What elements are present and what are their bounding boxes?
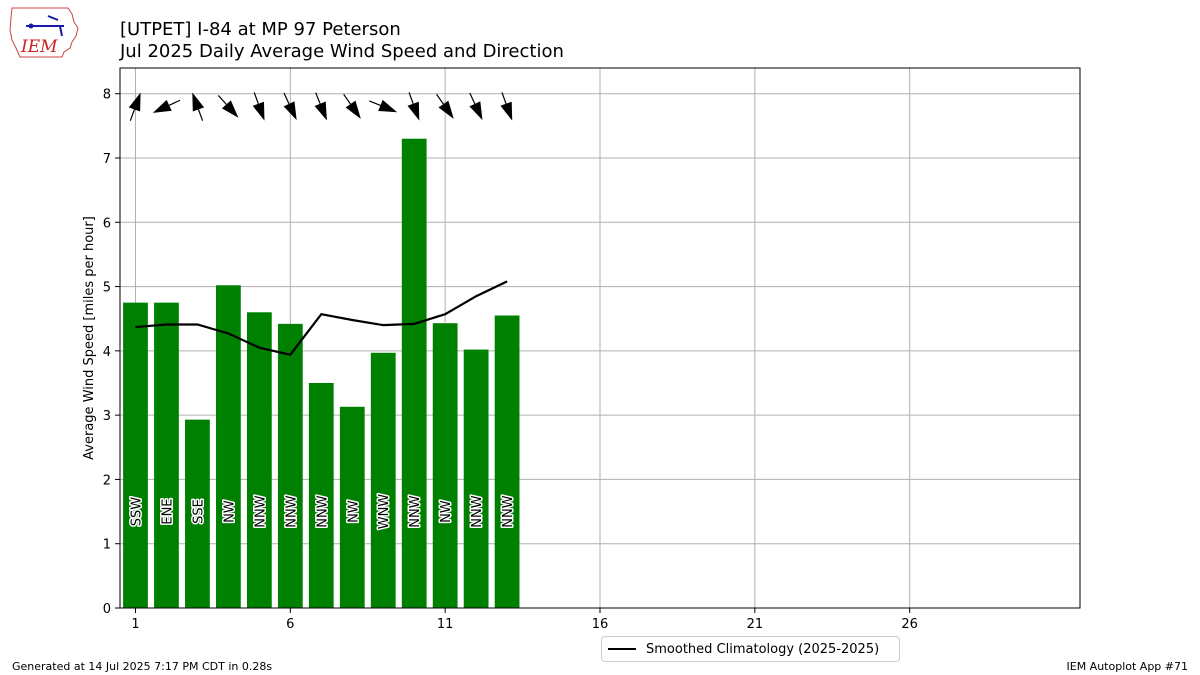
iem-logo: IEM: [9, 7, 79, 58]
y-tick-label: 8: [103, 88, 111, 103]
y-tick-label: 2: [103, 473, 111, 488]
wind-arrow-day-13: [500, 92, 513, 121]
wind-arrow-day-10: [407, 92, 420, 121]
direction-label-day-2: ENE: [160, 498, 175, 524]
direction-label-day-7: NNW: [315, 495, 330, 527]
legend-label: Smoothed Climatology (2025-2025): [646, 641, 880, 657]
logo-text: IEM: [20, 37, 58, 57]
legend-line-swatch: [608, 648, 636, 650]
bar-day-1: [123, 302, 148, 608]
climatology-line: [135, 280, 508, 356]
y-tick-label: 1: [103, 538, 111, 553]
footer-app: IEM Autoplot App #71: [1066, 660, 1189, 673]
direction-label-day-11: NW: [439, 500, 454, 523]
station-dot-icon: [28, 23, 34, 29]
wind-arrow-day-6: [283, 92, 297, 121]
x-tick-label: 26: [901, 617, 918, 632]
bar-day-7: [308, 383, 334, 608]
y-tick-label: 0: [103, 602, 111, 617]
direction-label-day-9: WNW: [377, 494, 392, 530]
y-tick-label: 5: [103, 281, 111, 296]
bar-day-4: [216, 285, 241, 608]
wind-arrow-day-3: [192, 92, 205, 121]
x-tick-label: 21: [747, 617, 764, 632]
direction-labels: SSW ENE SSE NW NNW NNW NNW NW WNW NNW NW NNW NNW: [128, 492, 518, 531]
bar-day-10: [401, 138, 427, 608]
y-tick-label: 3: [103, 409, 111, 424]
direction-label-day-10: NNW: [408, 495, 423, 527]
wind-arrow-day-8: [343, 93, 361, 119]
bar-day-13: [494, 315, 520, 608]
chart-title-line2: Jul 2025 Daily Average Wind Speed and Di…: [119, 41, 564, 62]
direction-label-day-3: SSE: [191, 499, 206, 524]
bar-day-11: [432, 323, 458, 608]
bar-series: [123, 138, 520, 608]
wind-arrow-day-4: [217, 95, 239, 118]
wind-arrow-day-7: [314, 92, 327, 121]
direction-label-day-1: SSW: [129, 497, 144, 527]
direction-label-day-8: NW: [346, 500, 361, 523]
wind-arrow-day-1: [128, 92, 141, 121]
direction-label-day-12: NNW: [470, 495, 485, 527]
bar-day-9: [370, 352, 396, 608]
direction-label-day-4: NW: [222, 500, 237, 523]
y-axis-label: Average Wind Speed [miles per hour]: [82, 216, 97, 460]
bar-day-8: [339, 406, 365, 608]
x-tick-label: 1: [131, 617, 139, 632]
y-tick-label: 4: [103, 345, 111, 360]
wind-arrow-day-11: [436, 93, 454, 119]
direction-label-day-13: NNW: [501, 495, 516, 527]
bar-day-3: [185, 419, 210, 608]
wind-arrow-day-2: [152, 99, 181, 113]
y-tick-label: 6: [103, 216, 111, 231]
wind-arrow-day-12: [469, 92, 483, 121]
direction-label-day-6: NNW: [284, 495, 299, 527]
chart-title-line1: [UTPET] I-84 at MP 97 Peterson: [120, 19, 401, 40]
iowa-outline-icon: [9, 7, 79, 58]
x-tick-label: 6: [286, 617, 294, 632]
wind-arrow-day-5: [252, 92, 265, 121]
y-tick-label: 7: [103, 152, 111, 167]
x-tick-label: 11: [437, 617, 454, 632]
chart-legend: Smoothed Climatology (2025-2025): [601, 636, 900, 662]
bar-day-12: [463, 349, 489, 608]
footer-generated: Generated at 14 Jul 2025 7:17 PM CDT in …: [12, 660, 273, 673]
x-tick-label: 16: [592, 617, 609, 632]
bar-day-6: [277, 323, 303, 608]
direction-label-day-5: NNW: [253, 495, 268, 527]
wind-arrow-day-9: [369, 99, 398, 113]
climatology-line-path: [135, 280, 508, 356]
bar-day-2: [154, 302, 179, 608]
direction-arrows: [128, 92, 513, 121]
bar-day-5: [246, 312, 272, 608]
